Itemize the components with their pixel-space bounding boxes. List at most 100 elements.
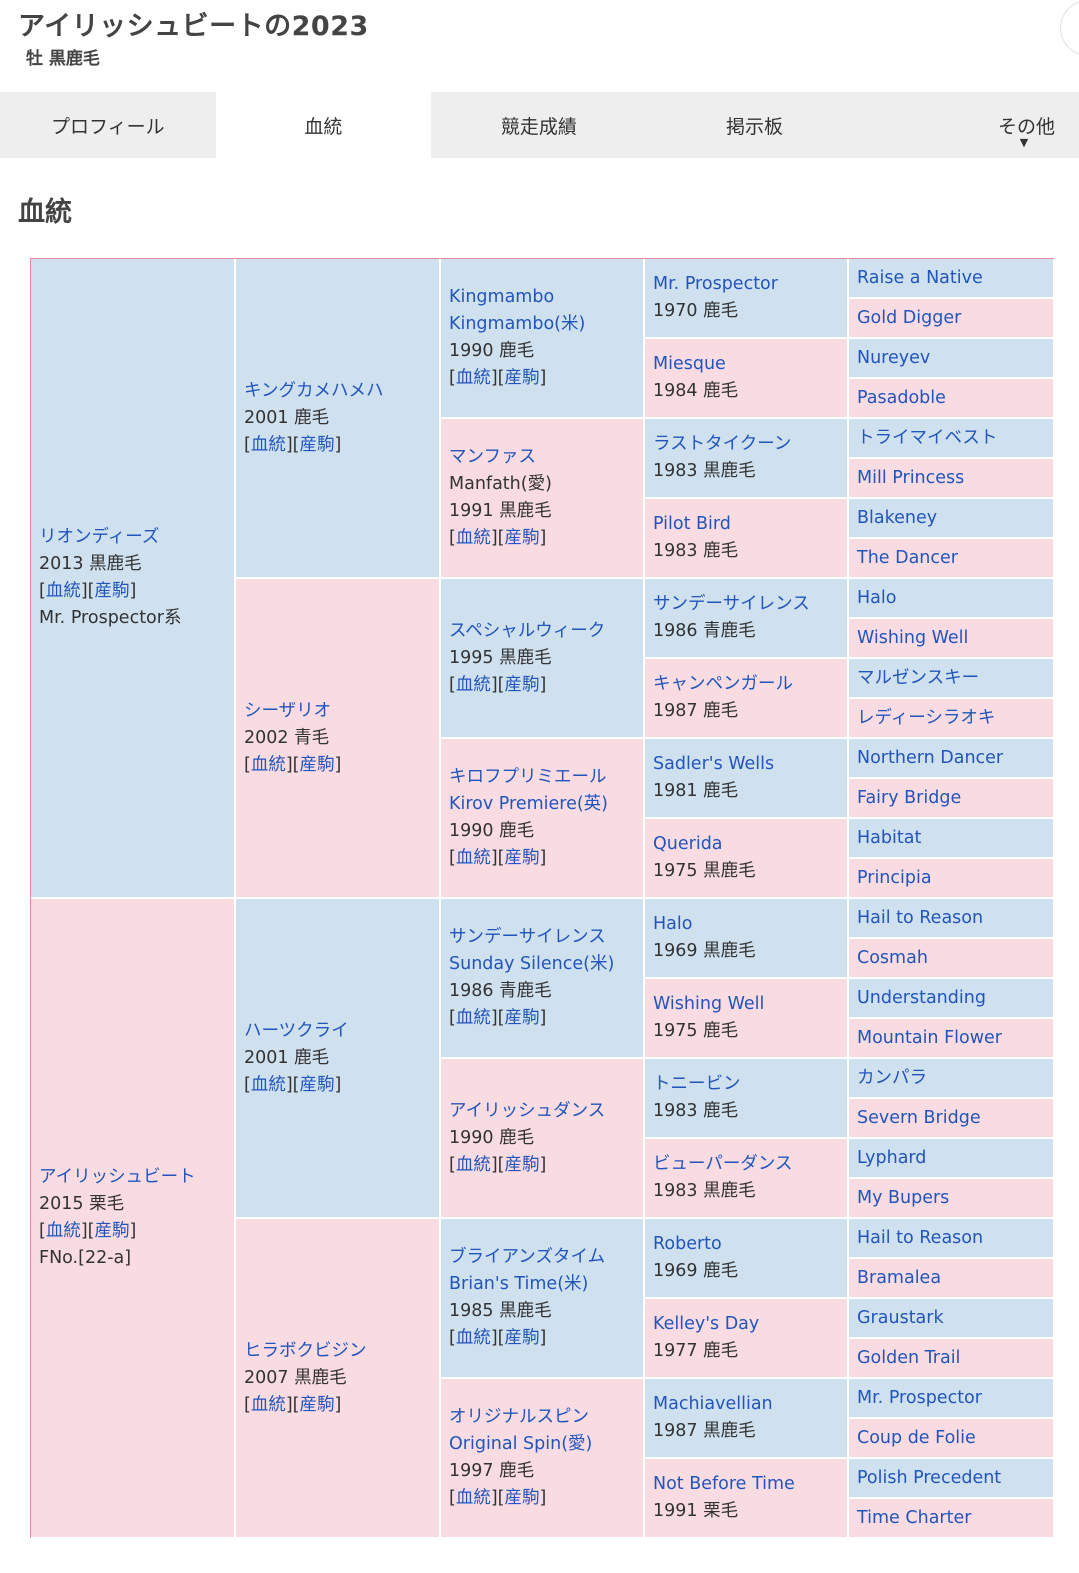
ancestor-name-link[interactable]: Wishing Well — [857, 628, 969, 648]
horse-alt-name[interactable]: Kingmambo(米) — [449, 314, 586, 334]
progeny-link[interactable]: 産駒 — [504, 1488, 540, 1508]
progeny-link[interactable]: 産駒 — [504, 368, 540, 388]
progeny-link[interactable]: 産駒 — [504, 1328, 540, 1348]
ancestor-name-link[interactable]: Lyphard — [857, 1148, 927, 1168]
horse-name-link[interactable]: ラストタイクーン — [653, 434, 792, 454]
progeny-link[interactable]: 産駒 — [504, 1154, 540, 1175]
ancestor-name-link[interactable]: Bramalea — [857, 1268, 942, 1288]
horse-name-link[interactable]: スペシャルウィーク — [449, 620, 606, 641]
horse-name-link[interactable]: ビューパーダンス — [653, 1154, 793, 1174]
horse-name-link[interactable]: Roberto — [653, 1234, 722, 1254]
horse-name-link[interactable]: マンファス — [449, 447, 536, 467]
horse-alt-name[interactable]: Brian's Time(米) — [449, 1274, 589, 1294]
pedigree-link[interactable]: 血統 — [455, 528, 491, 548]
horse-name-link[interactable]: トニービン — [653, 1074, 741, 1094]
ancestor-name-link[interactable]: カンパラ — [857, 1068, 927, 1088]
tab-profile[interactable]: プロフィール — [0, 92, 216, 158]
tab-pedigree[interactable]: 血統 — [215, 92, 432, 158]
horse-name-link[interactable]: アイリッシュダンス — [449, 1100, 606, 1121]
ancestor-name-link[interactable]: Nureyev — [857, 348, 931, 368]
ancestor-name-link[interactable]: Polish Precedent — [857, 1468, 1002, 1488]
ancestor-name-link[interactable]: Cosmah — [857, 948, 928, 968]
horse-name-link[interactable]: Sadler's Wells — [653, 754, 775, 774]
pedigree-link[interactable]: 血統 — [455, 1488, 491, 1508]
progeny-link[interactable]: 産駒 — [299, 754, 335, 775]
horse-name-link[interactable]: キロフプリミエール — [449, 767, 607, 787]
ancestor-name-link[interactable]: My Bupers — [857, 1188, 950, 1208]
ancestor-name-link[interactable]: Principia — [857, 868, 932, 888]
pedigree-link[interactable]: 血統 — [455, 674, 491, 695]
pedigree-link[interactable]: 血統 — [250, 1074, 286, 1095]
ancestor-name-link[interactable]: Halo — [857, 588, 897, 608]
pedigree-link[interactable]: 血統 — [250, 1394, 286, 1415]
horse-alt-name[interactable]: Kirov Premiere(英) — [449, 794, 609, 814]
horse-name-link[interactable]: Halo — [653, 914, 693, 934]
horse-name-link[interactable]: キャンペンガール — [653, 674, 793, 694]
progeny-link[interactable]: 産駒 — [299, 1074, 335, 1095]
horse-name-link[interactable]: Wishing Well — [653, 994, 765, 1014]
pedigree-link[interactable]: 血統 — [455, 1008, 491, 1028]
pedigree-link[interactable]: 血統 — [455, 1154, 491, 1175]
progeny-link[interactable]: 産駒 — [94, 1221, 130, 1241]
tab-race-results[interactable]: 競走成績 — [431, 92, 647, 158]
ancestor-name-link[interactable]: Understanding — [857, 988, 986, 1008]
horse-name-link[interactable]: ブライアンズタイム — [449, 1247, 606, 1267]
horse-name-link[interactable]: シーザリオ — [244, 700, 332, 721]
horse-name-link[interactable]: Pilot Bird — [653, 514, 731, 534]
horse-alt-name[interactable]: Sunday Silence(米) — [449, 954, 615, 974]
progeny-link[interactable]: 産駒 — [504, 674, 540, 695]
ancestor-name-link[interactable]: Habitat — [857, 828, 922, 848]
progeny-link[interactable]: 産駒 — [94, 581, 130, 601]
horse-name-link[interactable]: Querida — [653, 834, 723, 854]
ancestor-name-link[interactable]: Pasadoble — [857, 388, 946, 408]
ancestor-name-link[interactable]: トライマイベスト — [857, 428, 998, 448]
progeny-link[interactable]: 産駒 — [504, 528, 540, 548]
ancestor-name-link[interactable]: Mill Princess — [857, 468, 965, 488]
ancestor-name-link[interactable]: Mountain Flower — [857, 1028, 1002, 1048]
horse-name-link[interactable]: キングカメハメハ — [244, 380, 384, 401]
horse-name-link[interactable]: Machiavellian — [653, 1394, 773, 1414]
horse-name-link[interactable]: オリジナルスピン — [449, 1407, 589, 1427]
ancestor-name-link[interactable]: マルゼンスキー — [857, 668, 980, 688]
ancestor-name-link[interactable]: Raise a Native — [857, 268, 983, 288]
horse-name-link[interactable]: サンデーサイレンス — [449, 927, 606, 947]
ancestor-name-link[interactable]: Northern Dancer — [857, 748, 1004, 768]
ancestor-name-link[interactable]: Fairy Bridge — [857, 788, 962, 808]
ancestor-name-link[interactable]: Severn Bridge — [857, 1108, 981, 1128]
horse-name-link[interactable]: ヒラボクビジン — [244, 1340, 367, 1361]
progeny-link[interactable]: 産駒 — [299, 434, 335, 455]
floating-action-button[interactable] — [1060, 0, 1079, 56]
ancestor-name-link[interactable]: Gold Digger — [857, 308, 962, 328]
pedigree-link[interactable]: 血統 — [455, 848, 491, 868]
ancestor-name-link[interactable]: The Dancer — [857, 548, 958, 568]
horse-name-link[interactable]: リオンディーズ — [39, 527, 160, 547]
ancestor-name-link[interactable]: Golden Trail — [857, 1348, 961, 1368]
horse-name-link[interactable]: Kingmambo — [449, 287, 555, 307]
pedigree-link[interactable]: 血統 — [250, 754, 286, 775]
pedigree-link[interactable]: 血統 — [45, 1221, 81, 1241]
progeny-link[interactable]: 産駒 — [504, 848, 540, 868]
ancestor-name-link[interactable]: Coup de Folie — [857, 1428, 976, 1448]
ancestor-name-link[interactable]: Mr. Prospector — [857, 1388, 982, 1408]
horse-name-link[interactable]: Miesque — [653, 354, 726, 374]
horse-name-link[interactable]: Mr. Prospector — [653, 274, 778, 294]
pedigree-link[interactable]: 血統 — [45, 581, 81, 601]
ancestor-name-link[interactable]: Blakeney — [857, 508, 938, 528]
progeny-link[interactable]: 産駒 — [299, 1394, 335, 1415]
horse-name-link[interactable]: Kelley's Day — [653, 1314, 760, 1334]
ancestor-name-link[interactable]: Time Charter — [857, 1508, 972, 1528]
tab-other[interactable]: その他 ▼ — [862, 92, 1079, 158]
horse-alt-name[interactable]: Original Spin(愛) — [449, 1434, 593, 1454]
pedigree-link[interactable]: 血統 — [250, 434, 286, 455]
progeny-link[interactable]: 産駒 — [504, 1008, 540, 1028]
pedigree-link[interactable]: 血統 — [455, 1328, 491, 1348]
horse-name-link[interactable]: アイリッシュビート — [39, 1167, 196, 1187]
horse-name-link[interactable]: Not Before Time — [653, 1474, 795, 1494]
ancestor-name-link[interactable]: レディーシラオキ — [857, 708, 996, 728]
ancestor-name-link[interactable]: Hail to Reason — [857, 908, 984, 928]
horse-name-link[interactable]: ハーツクライ — [244, 1020, 349, 1041]
tab-bbs[interactable]: 掲示板 — [647, 92, 863, 158]
ancestor-name-link[interactable]: Hail to Reason — [857, 1228, 984, 1248]
ancestor-name-link[interactable]: Graustark — [857, 1308, 944, 1328]
horse-name-link[interactable]: サンデーサイレンス — [653, 594, 810, 614]
